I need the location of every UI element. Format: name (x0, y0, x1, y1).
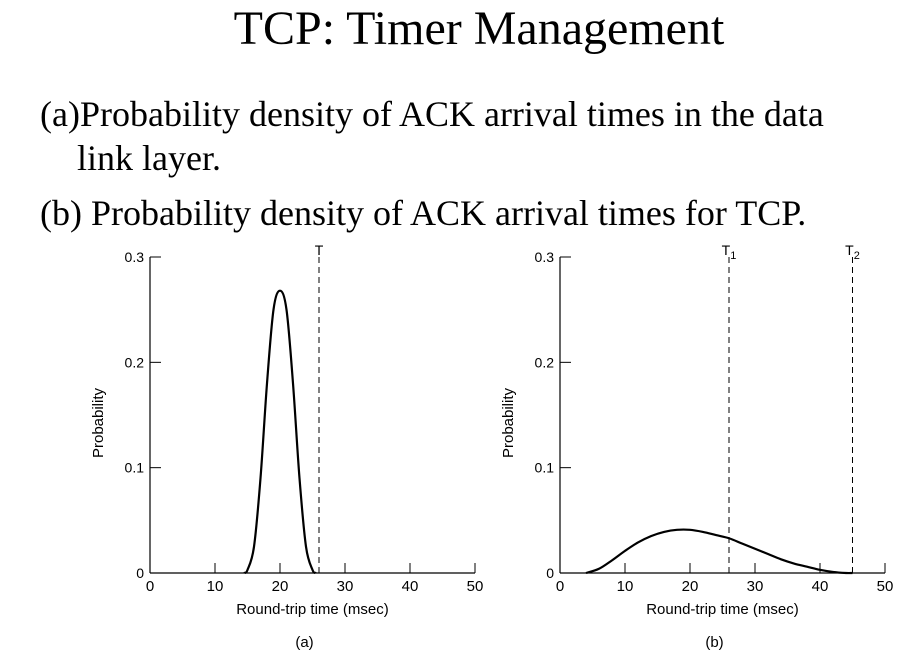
bullet-a-text: Probability density of ACK arrival times… (79, 94, 824, 134)
chart-a-y-tick-label: 0 (136, 565, 144, 581)
chart-a-y-tick-label: 0.3 (125, 249, 145, 265)
slide-title: TCP: Timer Management (233, 2, 725, 55)
chart-b-x-axis-label: Round-trip time (msec) (646, 601, 799, 618)
chart-a-x-tick-label: 30 (337, 578, 354, 595)
chart-b-x-tick-label: 40 (812, 578, 829, 595)
chart-a-x-tick-label: 10 (207, 578, 224, 595)
chart-b-marker-label: T1 (722, 242, 737, 262)
chart-b-density-curve (585, 528, 853, 575)
chart-a-y-tick-label: 0.1 (125, 460, 145, 476)
bullet-a: (a)Probability density of ACK arrival ti… (40, 92, 824, 136)
chart-a-x-axis-label: Round-trip time (msec) (236, 601, 389, 618)
chart-b-x-tick-label: 30 (747, 578, 764, 595)
chart-b-marker-label: T2 (845, 242, 860, 262)
chart-b-svg: 0 0.1 0.2 0.3 0 10 20 30 40 50 Round-trip time (ms… (500, 242, 894, 651)
chart-b-y-axis-label: Probability (500, 387, 517, 458)
bullet-a-label: (a) (40, 94, 80, 134)
chart-a-caption: (a) (295, 634, 313, 651)
bullet-b-text: Probability density of ACK arrival times… (90, 193, 807, 233)
chart-a-svg: 0 0.1 0.2 0.3 0 10 20 30 40 50 Round-trip time (ms… (90, 242, 484, 651)
bullet-b-label: (b) (40, 193, 82, 233)
bullet-a-continuation: link layer. (77, 138, 221, 178)
chart-b-caption: (b) (705, 634, 723, 651)
chart-a-y-axis-label: Probability (90, 387, 107, 458)
chart-a-density-curve (243, 289, 317, 575)
chart-a-x-tick-label: 50 (467, 578, 484, 595)
chart-a-marker-label: T (315, 242, 324, 258)
chart-b: 0 0.1 0.2 0.3 0 10 20 30 40 50 Round-trip time (ms… (490, 240, 900, 663)
chart-b-y-tick-label: 0.1 (535, 460, 555, 476)
chart-a: 0 0.1 0.2 0.3 0 10 20 30 40 50 Round-trip time (ms… (80, 240, 490, 663)
chart-b-x-tick-label: 50 (877, 578, 894, 595)
bullet-b: (b) Probability density of ACK arrival t… (40, 191, 806, 235)
chart-b-x-tick-label: 0 (556, 578, 564, 595)
chart-b-y-tick-label: 0 (546, 565, 554, 581)
chart-b-x-tick-label: 10 (617, 578, 634, 595)
chart-a-y-tick-label: 0.2 (125, 354, 145, 370)
chart-b-y-tick-label: 0.2 (535, 354, 555, 370)
chart-b-y-tick-label: 0.3 (535, 249, 555, 265)
chart-a-x-tick-label: 20 (272, 578, 289, 595)
chart-b-x-tick-label: 20 (682, 578, 699, 595)
chart-a-x-tick-label: 40 (402, 578, 419, 595)
chart-a-x-tick-label: 0 (146, 578, 154, 595)
